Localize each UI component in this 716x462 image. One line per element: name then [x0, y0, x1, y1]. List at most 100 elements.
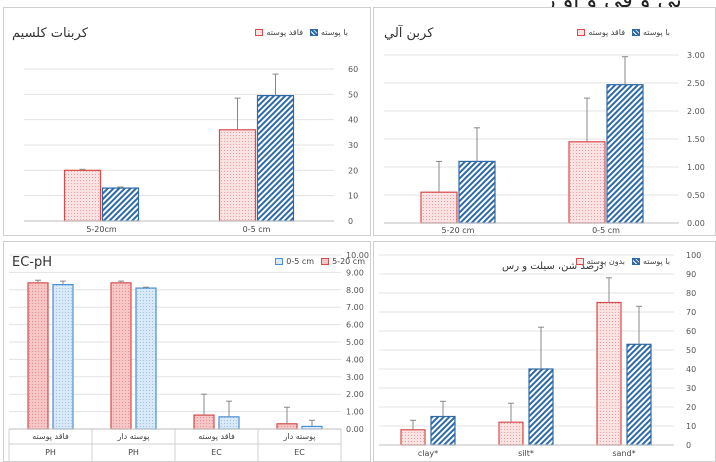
category-group-label: EC: [211, 448, 222, 457]
chart-legend: فاقد پوسته با پوسته: [577, 28, 670, 37]
legend-swatch-blue: [310, 29, 319, 36]
bar: [276, 423, 298, 430]
bar: [568, 141, 606, 224]
y-tick-label: 0: [686, 441, 691, 450]
bar: [52, 283, 74, 430]
y-tick-label: 0.00: [346, 425, 364, 434]
bar: [27, 282, 49, 430]
category-label: فاقد پوسته: [32, 432, 69, 441]
category-group-label: EC: [294, 448, 305, 457]
legend-label: 5-20 cm: [332, 257, 365, 266]
legend-label: با پوسته: [643, 257, 670, 266]
chart-title: EC-pH: [12, 255, 53, 270]
y-tick-label: 1.00: [346, 408, 364, 417]
chart-plot-ecph: 0.00 1.00 2.00 3.00 4.00 5.00 6.00 7.00 8.00 9.00…: [8, 251, 369, 461]
y-tick-label: 70: [686, 308, 696, 317]
y-tick-label: 20: [348, 166, 358, 175]
y-tick-label: 7.00: [346, 303, 364, 312]
y-tick-label: 60: [686, 327, 696, 336]
category-group-label: PH: [45, 448, 56, 457]
y-tick-label: 9.00: [346, 268, 364, 277]
chart-title: كربن آلي: [384, 26, 434, 41]
y-tick-label: 10.00: [346, 251, 369, 260]
y-tick-label: 8.00: [346, 286, 364, 295]
legend-swatch-red: [321, 258, 330, 265]
category-label: فاقد پوسته: [198, 432, 235, 441]
y-tick-label: 0.00: [687, 219, 705, 228]
chart-panel-calcium: كربنات كلسيم فاقد پوسته با پوسته 0 10 20 30…: [3, 7, 371, 236]
y-tick-label: 4.00: [346, 355, 364, 364]
category-label: clay*: [418, 449, 438, 458]
legend-swatch-red: [575, 258, 584, 265]
legend-label: بدون پوسته: [586, 257, 626, 266]
chart-panel-ecph: EC-pH 0-5 cm 5-20 cm 0.00 1.00 2.00 3.00 4.0…: [3, 241, 371, 462]
category-label: پوسته دار: [283, 432, 316, 441]
y-tick-label: 2.50: [687, 79, 705, 88]
y-tick-label: 20: [686, 403, 696, 412]
chart-legend: فاقد پوسته با پوسته: [255, 28, 348, 37]
bar: [110, 282, 132, 430]
y-tick-label: 2.00: [687, 107, 705, 116]
y-tick-label: 60: [348, 65, 358, 74]
bar: [135, 287, 157, 430]
legend-swatch-red: [255, 29, 264, 36]
category-label: 5-20 cm: [442, 226, 475, 235]
bar: [596, 301, 622, 446]
legend-swatch-blue: [632, 29, 641, 36]
chart-panel-texture: درصد شن، سیلت و رس بدون پوسته با پوسته 0…: [373, 241, 716, 462]
y-tick-label: 40: [686, 365, 696, 374]
bar: [193, 414, 215, 430]
legend-label: با پوسته: [643, 28, 670, 37]
category-label: 0-5 cm: [592, 226, 620, 235]
legend-swatch-blue: [275, 258, 284, 265]
y-tick-label: 1.00: [687, 163, 705, 172]
bar: [256, 94, 295, 222]
legend-label: فاقد پوسته: [266, 28, 304, 37]
y-tick-label: 5.00: [346, 338, 364, 347]
bar: [498, 421, 524, 446]
legend-label: با پوسته: [321, 28, 348, 37]
bar: [400, 429, 426, 446]
legend-swatch-blue: [632, 258, 641, 265]
chart-plot-calcium: 0 10 20 30 40 50 60 5-20cm 0-5 cm: [24, 65, 358, 234]
y-tick-label: 30: [686, 384, 696, 393]
bar: [626, 343, 652, 446]
y-tick-label: 6.00: [346, 321, 364, 330]
y-tick-label: 40: [348, 116, 358, 125]
top-strip: ئي و في و او ر: [0, 0, 716, 13]
category-label: 0-5 cm: [243, 225, 271, 234]
legend-label: فاقد پوسته: [588, 28, 626, 37]
y-tick-label: 10: [348, 192, 358, 201]
y-tick-label: 80: [686, 289, 696, 298]
bar: [606, 84, 644, 224]
bar: [420, 191, 458, 224]
chart-title: درصد شن، سیلت و رس: [502, 261, 604, 272]
chart-plot-carbon: 0.00 0.50 1.00 1.50 2.00 2.50 3.00 5-20 cm 0-5 c…: [384, 51, 705, 235]
bar: [101, 187, 140, 222]
chart-panel-carbon: كربن آلي فاقد پوسته با پوسته 0.00 0.50 1.0…: [373, 7, 716, 236]
y-tick-label: 0: [348, 217, 353, 226]
y-tick-label: 1.50: [687, 135, 705, 144]
bar: [218, 129, 257, 222]
bar: [458, 160, 496, 224]
y-tick-label: 100: [686, 251, 701, 260]
y-tick-label: 0.50: [687, 191, 705, 200]
y-tick-label: 3.00: [687, 51, 705, 60]
category-label: پوسته دار: [117, 432, 150, 441]
category-label: sand*: [612, 449, 635, 458]
y-tick-label: 50: [686, 346, 696, 355]
y-tick-label: 50: [348, 90, 358, 99]
bar: [430, 415, 456, 446]
y-tick-label: 3.00: [346, 373, 364, 382]
legend-label: 0-5 cm: [286, 257, 315, 266]
chart-title: كربنات كلسيم: [12, 26, 88, 41]
y-tick-label: 2.00: [346, 390, 364, 399]
y-tick-label: 90: [686, 270, 696, 279]
category-label: silt*: [518, 449, 534, 458]
chart-legend: 0-5 cm 5-20 cm: [275, 257, 365, 266]
legend-swatch-red: [577, 29, 586, 36]
y-tick-label: 10: [686, 422, 696, 431]
category-group-label: PH: [128, 448, 139, 457]
bar: [528, 368, 554, 446]
bar: [218, 416, 240, 430]
